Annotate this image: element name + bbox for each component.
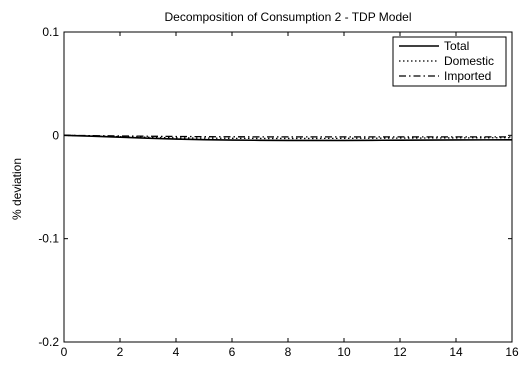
x-tick-label: 6	[229, 345, 236, 359]
x-tick-label: 12	[393, 345, 407, 359]
x-tick-label: 0	[61, 345, 68, 359]
x-tick-label: 10	[337, 345, 351, 359]
legend-label-domestic: Domestic	[444, 54, 494, 68]
y-tick-label: -0.1	[38, 232, 59, 246]
legend-label-imported: Imported	[444, 69, 491, 83]
series-line-domestic	[63, 134, 513, 140]
y-tick-label: 0.1	[42, 25, 59, 39]
x-tick-label: 14	[449, 345, 463, 359]
series-line-total	[63, 134, 513, 142]
y-tick-label: 0	[52, 128, 59, 142]
y-tick-label: -0.2	[38, 335, 59, 349]
y-axis-label: % deviation	[10, 158, 24, 220]
legend-label-total: Total	[444, 39, 469, 53]
series-line-imported	[63, 134, 512, 138]
plot-area: 0 2 4 6 8 10 12 14 16 0.1 0 -0.1 -0.2 TotalDomesticIm…	[38, 25, 519, 359]
chart-title: Decomposition of Consumption 2 - TDP Mod…	[164, 10, 411, 24]
x-tick-label: 16	[505, 345, 519, 359]
x-tick-label: 2	[117, 345, 124, 359]
x-tick-label: 8	[285, 345, 292, 359]
x-tick-label: 4	[173, 345, 180, 359]
